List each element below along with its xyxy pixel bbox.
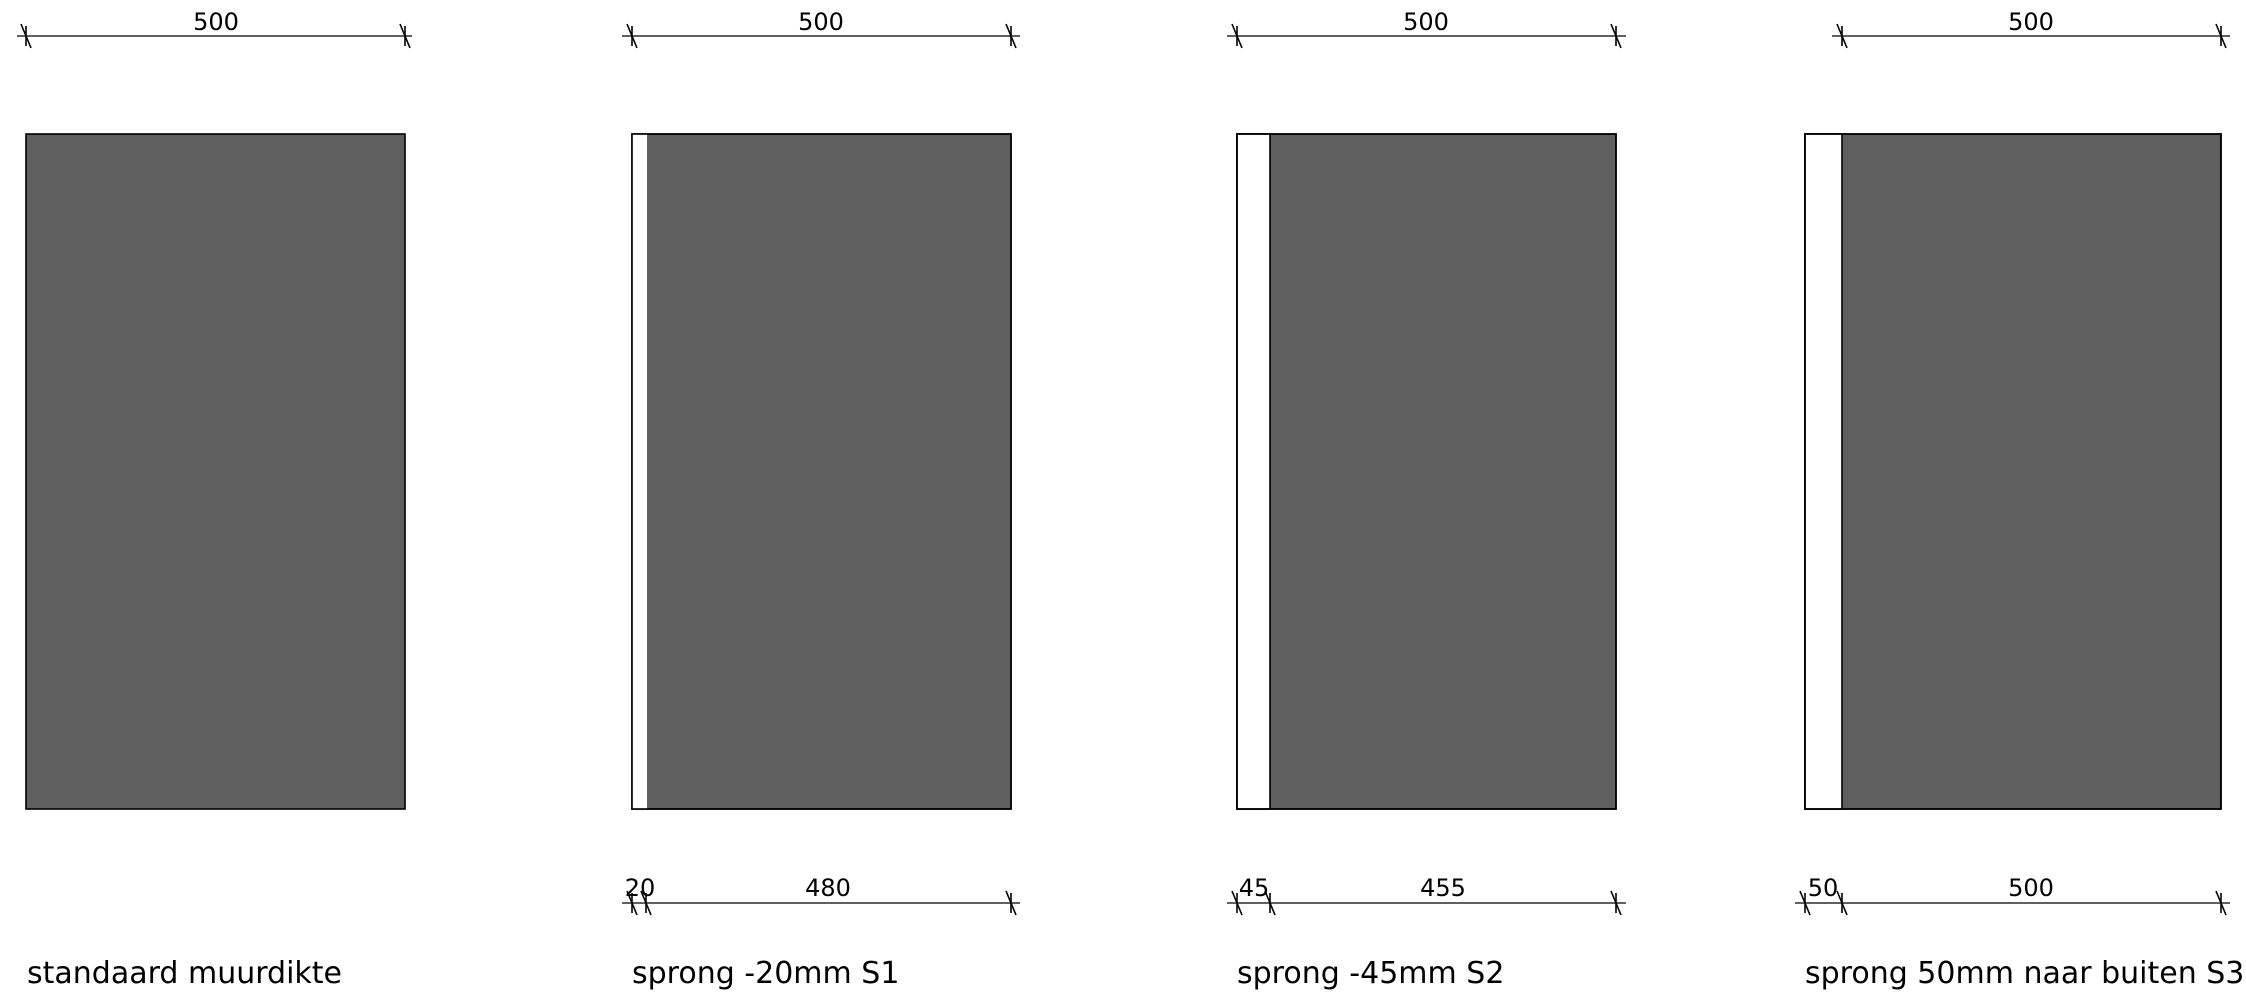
panel-caption: sprong 50mm naar buiten S3	[1805, 956, 2244, 991]
wall-body	[1804, 133, 2222, 810]
wall-outline	[1236, 133, 1617, 810]
dimension-label: 500	[2008, 8, 2054, 36]
dimension-label: 50	[1808, 874, 1839, 902]
top-dimension: 500	[622, 8, 1020, 49]
dimension-label: 500	[798, 8, 844, 36]
wall-body	[631, 133, 1012, 810]
wall-body	[25, 133, 406, 810]
dimension-label: 500	[193, 8, 239, 36]
top-dimension: 500	[1227, 8, 1626, 49]
top-dimension: 500	[17, 8, 412, 49]
dimension-label: 45	[1239, 874, 1270, 902]
panel-standard: 500 standaard muurdikte	[17, 8, 412, 991]
dimension-label: 455	[1420, 874, 1466, 902]
panel-s2: 500 45 455 sprong -45mm S2	[1227, 8, 1626, 991]
wall-outline	[1804, 133, 2222, 810]
offset-strip	[1804, 133, 1843, 810]
dimension-label: 500	[1403, 8, 1449, 36]
top-dimension: 500	[1832, 8, 2230, 49]
panel-s1: 500 20 480 sprong -20mm S1	[622, 8, 1020, 991]
panel-caption: standaard muurdikte	[27, 956, 342, 991]
dimension-label: 480	[805, 874, 851, 902]
wall-body	[1236, 133, 1617, 810]
wall-outline	[631, 133, 1012, 810]
dimension-label: 20	[625, 874, 656, 902]
panel-caption: sprong -20mm S1	[632, 956, 899, 991]
bottom-dimension: 50 500	[1795, 874, 2230, 916]
panel-s3: 500 50 500 sprong 50mm naar buiten S3	[1795, 8, 2244, 991]
bottom-dimension: 20 480	[622, 874, 1020, 916]
offset-strip	[1236, 133, 1271, 810]
panel-caption: sprong -45mm S2	[1237, 956, 1504, 991]
offset-strip	[632, 134, 647, 809]
dimension-label: 500	[2008, 874, 2054, 902]
bottom-dimension: 45 455	[1227, 874, 1626, 916]
